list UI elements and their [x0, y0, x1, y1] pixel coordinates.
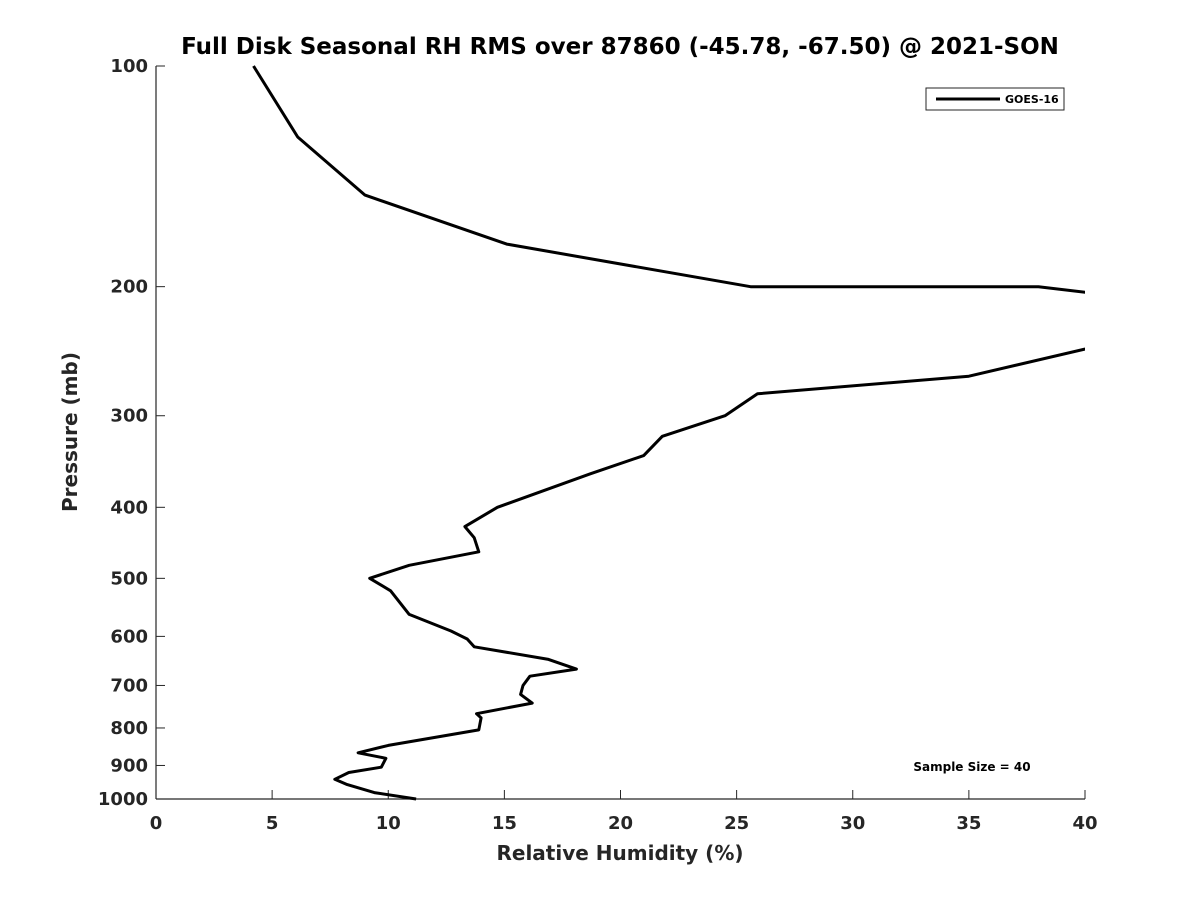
plot-area: [156, 66, 1085, 799]
y-tick-label: 600: [110, 626, 148, 647]
y-tick-label: 400: [110, 497, 148, 518]
x-tick-label: 5: [266, 813, 279, 834]
y-tick-label: 1000: [98, 789, 148, 810]
series-layer: [252, 65, 1085, 801]
chart-title: Full Disk Seasonal RH RMS over 87860 (-4…: [181, 34, 1059, 60]
x-tick-label: 35: [956, 813, 981, 834]
y-ticks: 100 200 300 400 500 600 700 800 900 1000: [98, 56, 165, 810]
x-tick-label: 25: [724, 813, 749, 834]
x-tick-label: 30: [840, 813, 865, 834]
x-tick-label: 0: [150, 813, 163, 834]
y-tick-label: 800: [110, 718, 148, 739]
legend: GOES-16: [925, 87, 1065, 111]
legend-label-goes-16: GOES-16: [1005, 93, 1059, 106]
x-tick-label: 20: [608, 813, 633, 834]
y-tick-label: 100: [110, 56, 148, 77]
x-tick-label: 40: [1072, 813, 1097, 834]
y-axis-label: Pressure (mb): [58, 352, 82, 512]
y-tick-label: 200: [110, 277, 148, 298]
x-tick-label: 10: [376, 813, 401, 834]
series-line-goes-16: [252, 65, 1085, 801]
sample-size-annotation: Sample Size = 40: [913, 760, 1030, 774]
x-tick-label: 15: [492, 813, 517, 834]
x-ticks: 0 5 10 15 20 25 30 35 40: [150, 790, 1098, 834]
y-tick-label: 300: [110, 406, 148, 427]
y-tick-label: 500: [110, 568, 148, 589]
y-tick-label: 900: [110, 755, 148, 776]
x-axis-label: Relative Humidity (%): [496, 841, 743, 865]
y-tick-label: 700: [110, 675, 148, 696]
